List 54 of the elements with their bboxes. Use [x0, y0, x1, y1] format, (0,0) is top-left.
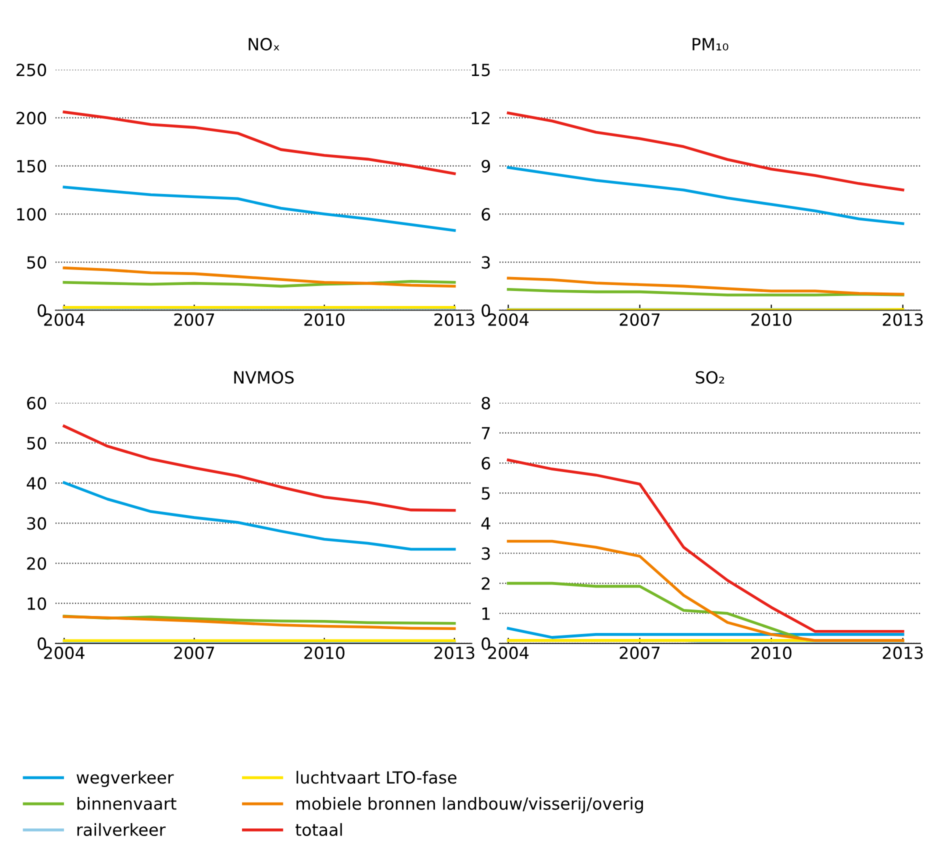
y-tick-label: 10 — [28, 597, 46, 610]
y-tick-label: 30 — [27, 517, 46, 530]
y-tick-label: 12 — [472, 112, 490, 124]
legend-label: railverkeer — [77, 823, 166, 836]
legend-label: totaal — [296, 823, 342, 836]
y-tick-label: 0 — [38, 304, 46, 317]
y-tick-label: 60 — [27, 396, 46, 410]
y-tick-label: 1 — [482, 608, 490, 620]
x-tick-label: 2010 — [751, 646, 792, 660]
x-tick-label: 2010 — [304, 313, 344, 326]
legend-label: mobiele bronnen landbouw/visserij/overig — [296, 796, 643, 814]
x-tick-label: 2007 — [174, 313, 214, 326]
legend-label: wegverkeer — [76, 770, 174, 787]
y-tick-label: 250 — [16, 64, 46, 76]
y-tick-label: 6 — [482, 208, 490, 221]
y-tick-label: 9 — [482, 160, 490, 172]
y-tick-label: 50 — [27, 436, 46, 450]
chart-title: NOₓ — [248, 38, 280, 50]
x-tick-label: 2013 — [434, 313, 474, 326]
y-tick-label: 3 — [482, 256, 490, 269]
y-tick-label: 200 — [16, 112, 46, 124]
y-tick-label: 50 — [27, 256, 46, 269]
x-tick-label: 2007 — [620, 313, 660, 326]
y-tick-label: 2 — [482, 577, 490, 590]
y-tick-label: 7 — [482, 427, 490, 440]
x-tick-label: 2013 — [882, 313, 923, 326]
y-tick-label: 15 — [472, 64, 490, 76]
y-tick-label: 150 — [17, 160, 46, 172]
x-tick-label: 2004 — [44, 646, 84, 660]
x-tick-label: 2013 — [882, 646, 923, 660]
y-tick-label: 3 — [482, 547, 490, 560]
y-tick-label: 0 — [482, 304, 490, 317]
chart-title: SO₂ — [696, 371, 724, 384]
x-tick-label: 2010 — [751, 313, 792, 326]
y-tick-label: 4 — [481, 517, 490, 530]
chart-title: NVMOS — [234, 371, 294, 384]
x-tick-label: 2013 — [434, 646, 474, 660]
x-tick-label: 2004 — [488, 646, 529, 660]
x-tick-label: 2007 — [620, 646, 660, 660]
chart-title: PM₁₀ — [692, 38, 728, 50]
y-tick-label: 6 — [482, 457, 490, 470]
legend-label: binnenvaart — [77, 796, 176, 810]
y-tick-label: 0 — [482, 637, 490, 650]
y-tick-label: 5 — [482, 487, 490, 500]
y-tick-label: 0 — [38, 637, 46, 650]
x-tick-label: 2010 — [304, 646, 344, 660]
legend-label: luchtvaart LTO-fase — [296, 770, 456, 784]
y-tick-label: 20 — [27, 557, 46, 570]
y-tick-label: 8 — [482, 396, 490, 410]
x-tick-label: 2007 — [174, 646, 214, 660]
y-tick-label: 40 — [26, 477, 46, 490]
x-tick-label: 2004 — [488, 313, 529, 326]
y-tick-label: 100 — [17, 208, 46, 221]
x-tick-label: 2004 — [44, 313, 84, 326]
